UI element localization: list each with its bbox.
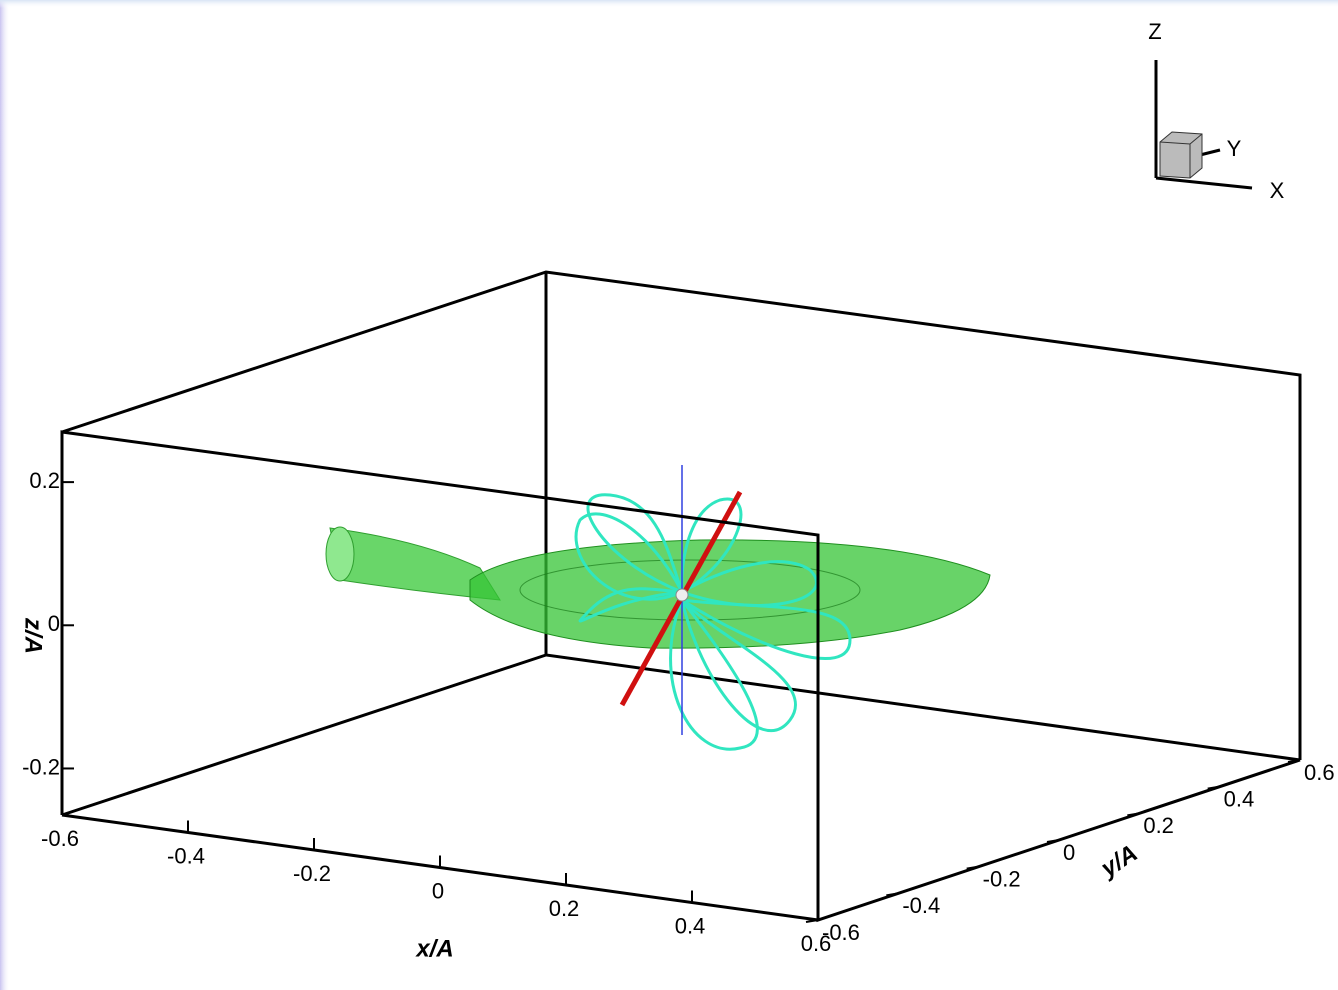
z-tick-label: 0: [48, 611, 60, 636]
triad-label: X: [1270, 178, 1285, 203]
x-tick-label: 0: [432, 878, 444, 903]
frame-edge: [0, 0, 1338, 8]
y-tick-label: -0.4: [902, 893, 940, 918]
frame-edge: [0, 0, 10, 990]
x-tick-label: 0.4: [675, 913, 706, 938]
y-tick-label: 0: [1063, 840, 1075, 865]
y-tick-label: 0.6: [1304, 760, 1335, 785]
center-sphere: [676, 589, 688, 601]
z-axis-title: z/A: [20, 617, 47, 654]
z-tick-label: -0.2: [22, 754, 60, 779]
x-tick-label: -0.6: [41, 826, 79, 851]
y-tick-label: 0.4: [1224, 786, 1255, 811]
page: {"chart_data": {"type": "3d", "xlabel": …: [0, 0, 1338, 990]
x-tick-label: -0.4: [167, 843, 205, 868]
chart: Z Y X x/A y/A z/A -0.6 -0.4 -0.2 0 0.2 0.4 0.6…: [0, 0, 1338, 990]
y-tick-label: -0.2: [983, 866, 1021, 891]
y-tick-label: 0.2: [1143, 813, 1174, 838]
x-axis-title: x/A: [414, 935, 453, 962]
y-tick: [806, 920, 818, 922]
triad-label: Y: [1227, 136, 1242, 161]
x-tick-label: -0.2: [293, 861, 331, 886]
isosurface: [326, 527, 990, 648]
box-front: [62, 432, 1300, 920]
x-tick-label: 0.2: [549, 896, 580, 921]
triad-label: Z: [1148, 19, 1161, 44]
orientation-triad: [1156, 60, 1252, 188]
y-tick-label: -0.6: [822, 920, 860, 945]
z-tick-label: 0.2: [29, 468, 60, 493]
y-axis-title: y/A: [1096, 840, 1143, 883]
